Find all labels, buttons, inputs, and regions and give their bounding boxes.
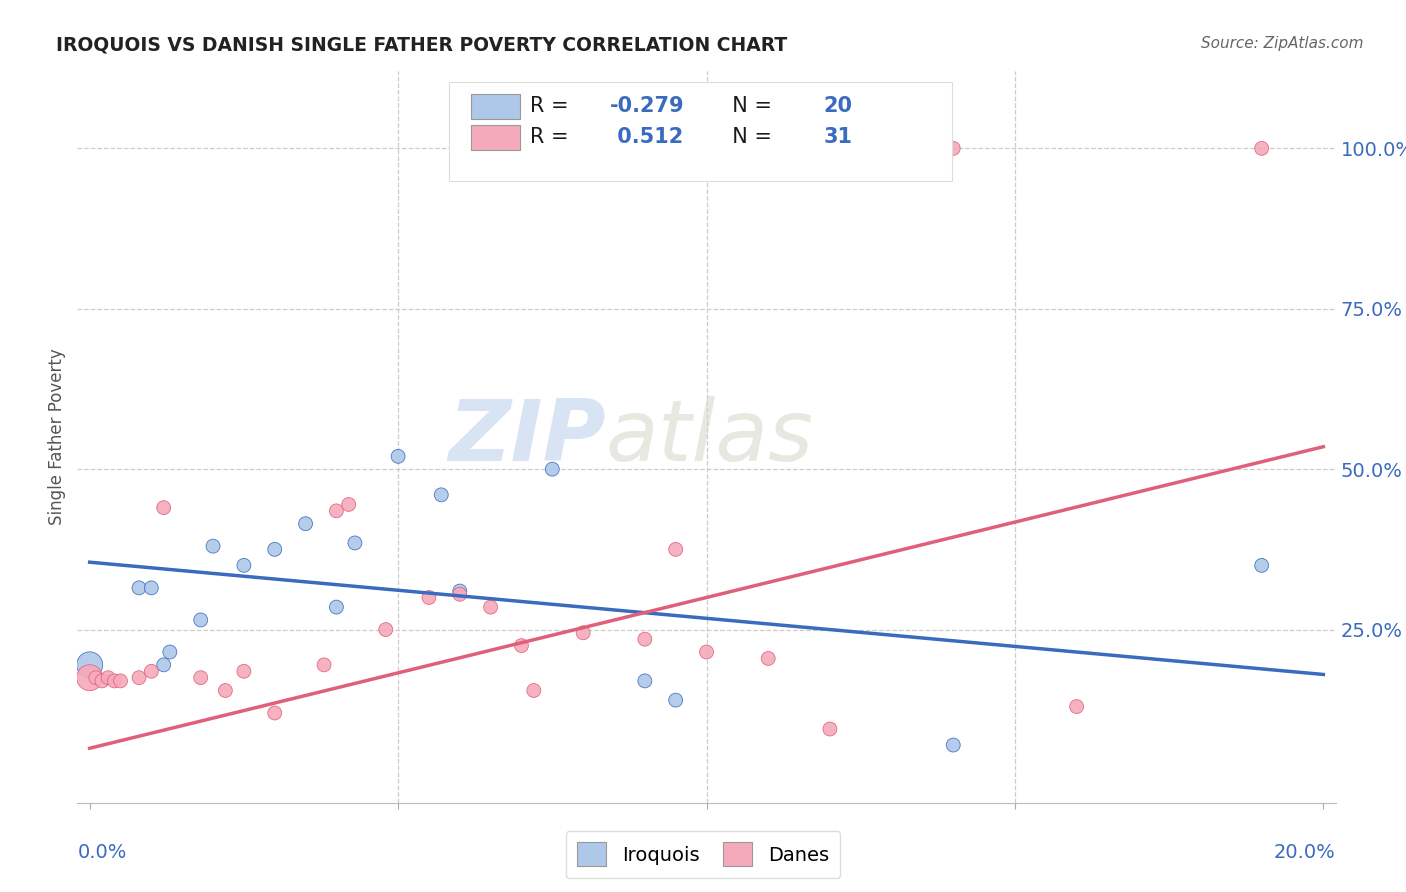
Point <box>159 645 181 659</box>
Point <box>312 657 335 672</box>
Point <box>449 584 471 599</box>
Point <box>374 623 396 637</box>
Point <box>152 657 174 672</box>
Point <box>232 558 254 573</box>
Point <box>79 671 101 685</box>
Text: Source: ZipAtlas.com: Source: ZipAtlas.com <box>1201 36 1364 51</box>
Text: R =: R = <box>530 128 575 147</box>
Point <box>91 673 114 688</box>
Point <box>263 706 285 720</box>
Point <box>110 673 132 688</box>
Point <box>128 581 150 595</box>
FancyBboxPatch shape <box>471 94 520 119</box>
Point <box>696 645 718 659</box>
Text: ZIP: ZIP <box>449 395 606 479</box>
Point <box>523 683 546 698</box>
Point <box>1250 141 1272 155</box>
Point <box>449 587 471 601</box>
Point <box>263 542 285 557</box>
Text: atlas: atlas <box>606 395 814 479</box>
Text: R =: R = <box>530 96 575 117</box>
Point <box>942 141 965 155</box>
Point <box>572 625 595 640</box>
Point <box>510 639 533 653</box>
Point <box>190 671 212 685</box>
Y-axis label: Single Father Poverty: Single Father Poverty <box>48 349 66 525</box>
Text: 0.0%: 0.0% <box>77 843 127 862</box>
Point <box>343 536 366 550</box>
Point <box>190 613 212 627</box>
Legend: Iroquois, Danes: Iroquois, Danes <box>565 830 841 878</box>
Text: N =: N = <box>718 96 779 117</box>
Point <box>756 651 779 665</box>
Point <box>665 693 688 707</box>
Point <box>1066 699 1088 714</box>
Point <box>942 738 965 752</box>
Point <box>325 504 347 518</box>
Text: 31: 31 <box>824 128 852 147</box>
Point <box>103 673 125 688</box>
Text: 20: 20 <box>824 96 852 117</box>
Point <box>430 488 453 502</box>
Point <box>202 539 225 553</box>
Text: 0.512: 0.512 <box>610 128 683 147</box>
Point <box>387 450 409 464</box>
Point <box>418 591 440 605</box>
Text: 20.0%: 20.0% <box>1274 843 1336 862</box>
Point <box>479 600 502 615</box>
Point <box>541 462 564 476</box>
FancyBboxPatch shape <box>471 125 520 150</box>
Point <box>634 673 657 688</box>
Point <box>79 657 101 672</box>
Point <box>214 683 236 698</box>
Point <box>232 665 254 679</box>
Text: -0.279: -0.279 <box>610 96 685 117</box>
Point <box>128 671 150 685</box>
Point <box>818 722 841 736</box>
Point <box>97 671 120 685</box>
Point <box>141 581 163 595</box>
Point <box>337 498 360 512</box>
Text: IROQUOIS VS DANISH SINGLE FATHER POVERTY CORRELATION CHART: IROQUOIS VS DANISH SINGLE FATHER POVERTY… <box>56 36 787 54</box>
Point <box>294 516 316 531</box>
Point <box>84 671 107 685</box>
Point <box>152 500 174 515</box>
Text: N =: N = <box>718 128 779 147</box>
Point <box>141 665 163 679</box>
Point <box>634 632 657 647</box>
FancyBboxPatch shape <box>449 82 952 181</box>
Point <box>1250 558 1272 573</box>
Point <box>325 600 347 615</box>
Point <box>665 542 688 557</box>
